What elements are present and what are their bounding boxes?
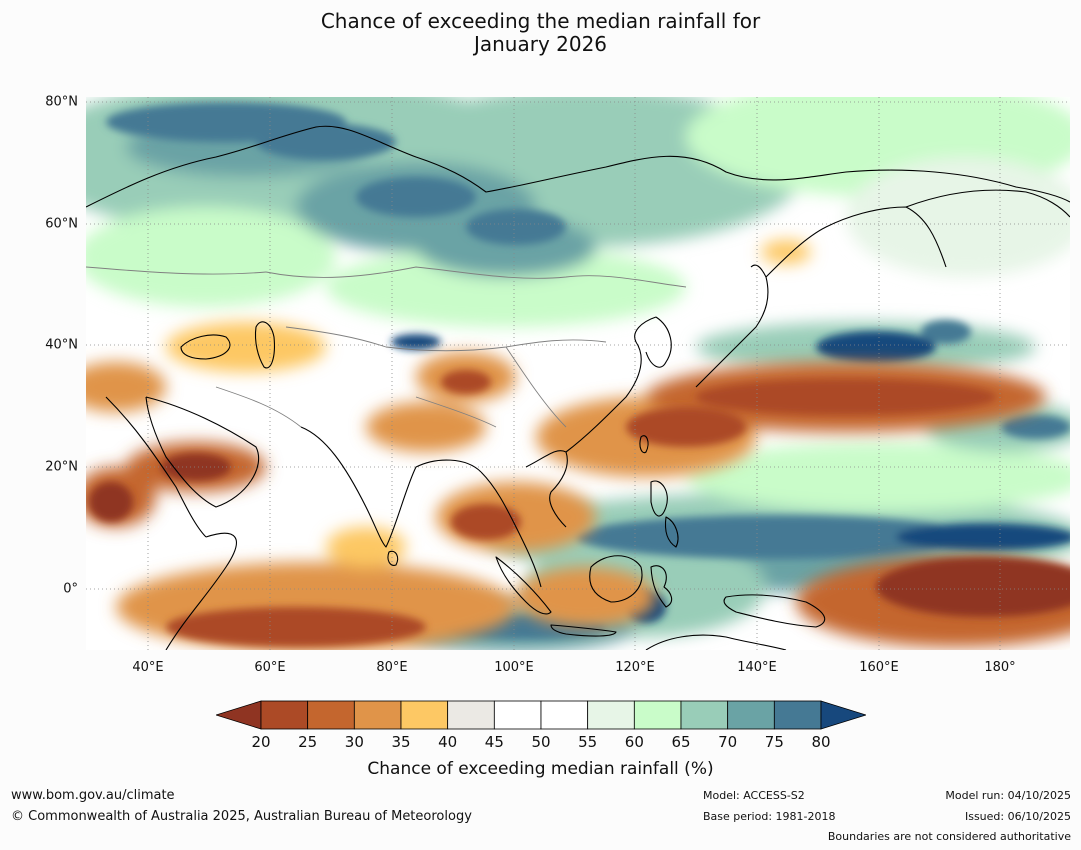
colorbar-tick-label: 70 xyxy=(718,733,738,751)
country-borders xyxy=(86,266,687,428)
title-line-2: January 2026 xyxy=(473,32,608,56)
coastlines xyxy=(86,125,1070,650)
colorbar-segment xyxy=(493,700,542,730)
lon-label-40e: 40°E xyxy=(132,660,164,675)
rainfall-field-very-dry xyxy=(89,370,1070,647)
lat-label-80n: 80°N xyxy=(45,94,78,110)
lat-label-60n: 60°N xyxy=(45,216,78,232)
footer-base-period: Base period: 1981-2018 xyxy=(703,810,836,823)
lon-label-120e: 120°E xyxy=(615,660,655,675)
lon-label-80e: 80°E xyxy=(376,660,408,675)
colorbar-segment xyxy=(540,700,589,730)
footer-model: Model: ACCESS-S2 xyxy=(703,789,805,802)
colorbar xyxy=(216,700,866,730)
colorbar-segment xyxy=(680,700,729,730)
colorbar-tick-label: 30 xyxy=(344,733,364,751)
colorbar-label: Chance of exceeding median rainfall (%) xyxy=(367,759,714,779)
colorbar-segment xyxy=(587,700,635,730)
title-line-1: Chance of exceeding the median rainfall … xyxy=(320,9,761,33)
colorbar-segment xyxy=(727,700,775,730)
map-title: Chance of exceeding the median rainfall … xyxy=(0,10,1081,56)
lon-label-60e: 60°E xyxy=(254,660,286,675)
colorbar-tick-label: 35 xyxy=(391,733,411,751)
colorbar-tick-label: 20 xyxy=(251,733,271,751)
colorbar-segment xyxy=(260,700,309,730)
colorbar-segment xyxy=(400,700,449,730)
colorbar-tick-label: 45 xyxy=(484,733,504,751)
lon-label-180: 180° xyxy=(984,660,1016,675)
colorbar-tick-label: 40 xyxy=(438,733,458,751)
lon-label-100e: 100°E xyxy=(494,660,534,675)
footer-url: www.bom.gov.au/climate xyxy=(11,788,175,803)
graticule xyxy=(86,97,1070,650)
colorbar-tick-label: 25 xyxy=(298,733,318,751)
colorbar-tick-label: 60 xyxy=(624,733,644,751)
colorbar-segment xyxy=(633,700,682,730)
footer-disclaimer: Boundaries are not considered authoritat… xyxy=(827,830,1071,843)
colorbar-extend-high xyxy=(820,700,866,730)
colorbar-segment xyxy=(307,700,355,730)
colorbar-segment xyxy=(353,700,402,730)
lat-label-20n: 20°N xyxy=(45,459,78,475)
lat-label-0: 0° xyxy=(63,581,78,597)
colorbar-segment xyxy=(447,700,495,730)
colorbar-extend-low xyxy=(216,700,262,730)
rainfall-map xyxy=(86,97,1070,650)
footer-issued: Issued: 06/10/2025 xyxy=(964,810,1071,823)
colorbar-tick-label: 80 xyxy=(811,733,831,751)
lon-label-140e: 140°E xyxy=(737,660,777,675)
footer-model-run: Model run: 04/10/2025 xyxy=(945,789,1071,802)
lat-label-40n: 40°N xyxy=(45,337,78,353)
colorbar-tick-label: 75 xyxy=(764,733,784,751)
lon-label-160e: 160°E xyxy=(859,660,899,675)
footer-copyright: © Commonwealth of Australia 2025, Austra… xyxy=(11,809,472,824)
colorbar-tick-label: 50 xyxy=(531,733,551,751)
colorbar-tick-label: 55 xyxy=(578,733,598,751)
colorbar-segment xyxy=(773,700,822,730)
colorbar-tick-label: 65 xyxy=(671,733,691,751)
